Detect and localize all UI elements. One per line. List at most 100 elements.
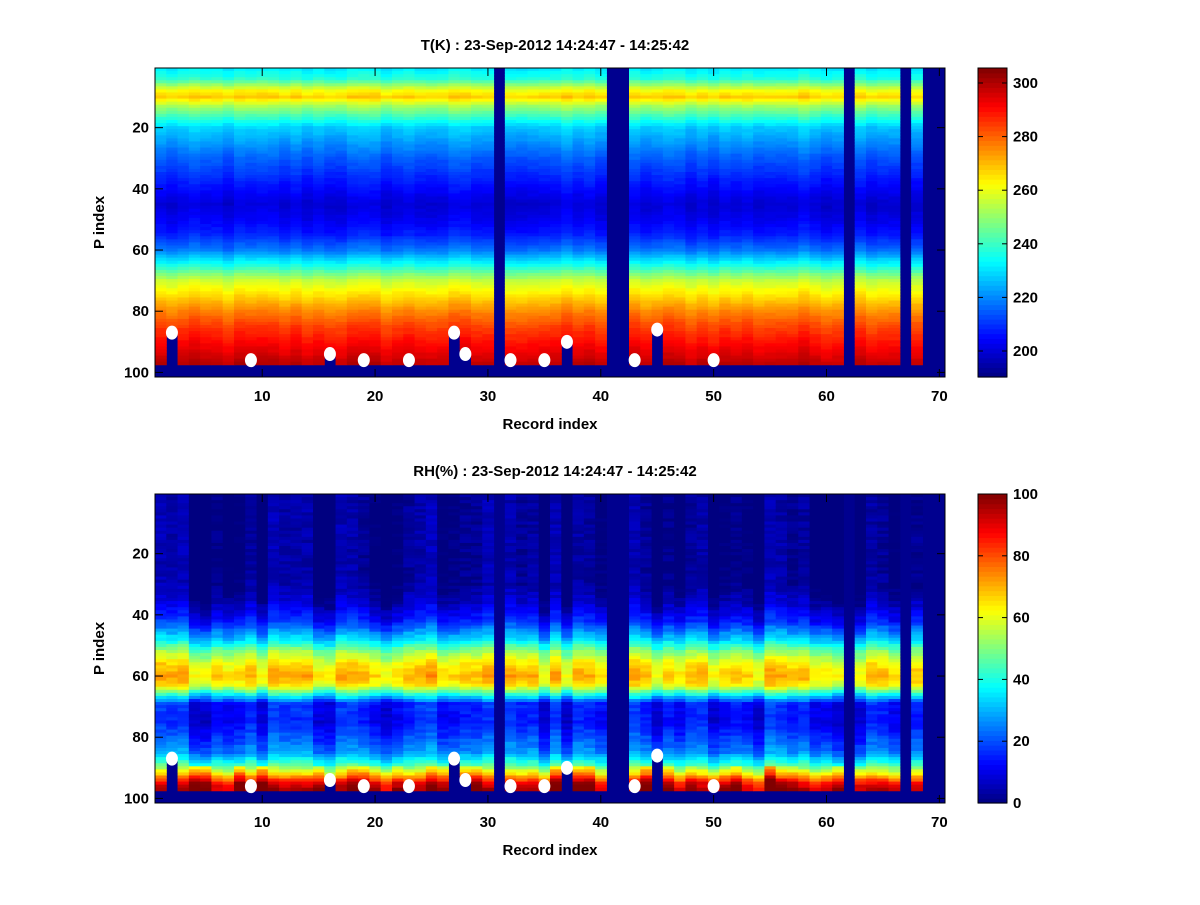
heatmap-cell (155, 285, 167, 289)
heatmap-cell (234, 162, 246, 167)
heatmap-cell (279, 129, 291, 133)
heatmap-cell (572, 324, 585, 329)
heatmap-cell (572, 172, 585, 176)
heatmap-cell (764, 263, 777, 268)
heatmap-cell (437, 340, 449, 344)
heatmap-cell (324, 300, 337, 305)
heatmap-cell (516, 147, 528, 152)
heatmap-cell (629, 123, 641, 127)
heatmap-cell (651, 254, 664, 259)
heatmap-cell (290, 205, 303, 210)
heatmap-cell (324, 144, 337, 149)
heatmap-cell (595, 132, 607, 136)
heatmap-cell (550, 340, 562, 344)
heatmap-cell (640, 68, 653, 72)
heatmap-cell (313, 129, 325, 133)
heatmap-cell (177, 220, 190, 225)
heatmap-cell (290, 120, 303, 124)
heatmap-cell (448, 187, 461, 191)
heatmap-cell (290, 113, 303, 118)
heatmap-cell (301, 269, 314, 274)
heatmap-cell (459, 86, 472, 90)
heatmap-cell (471, 208, 483, 213)
heatmap-cell (538, 217, 551, 222)
heatmap-cell (662, 340, 675, 344)
heatmap-cell (674, 162, 686, 167)
heatmap-cell (380, 116, 393, 121)
heatmap-cell (437, 168, 449, 173)
heatmap-cell (730, 334, 743, 338)
heatmap-cell (392, 260, 404, 265)
heatmap-cell (516, 120, 528, 124)
heatmap-cell (640, 214, 653, 219)
heatmap-cell (753, 199, 765, 204)
heatmap-cell (177, 71, 190, 75)
heatmap-cell (708, 288, 720, 292)
heatmap-cell (200, 135, 212, 139)
heatmap-cell (211, 315, 224, 320)
heatmap-cell (256, 236, 269, 240)
heatmap-cell (290, 175, 303, 179)
heatmap-cell (403, 172, 416, 176)
heatmap-cell (335, 150, 348, 155)
heatmap-cell (392, 285, 404, 289)
heatmap-cell (301, 104, 314, 109)
heatmap-cell (369, 135, 382, 139)
heatmap-cell (719, 150, 732, 155)
heatmap-cell (324, 224, 337, 228)
heatmap-cell (177, 175, 190, 179)
heatmap-cell (719, 202, 732, 207)
heatmap-cell (640, 324, 653, 329)
heatmap-cell (764, 129, 777, 133)
heatmap-cell (719, 184, 732, 188)
heatmap-cell (651, 187, 664, 191)
heatmap-cell (504, 254, 517, 259)
heatmap-cell (538, 266, 551, 271)
heatmap-cell (516, 156, 528, 161)
heatmap-cell (392, 282, 404, 286)
heatmap-cell (662, 159, 675, 164)
heatmap-cell (369, 196, 382, 201)
heatmap-cell (437, 224, 449, 228)
heatmap-cell (696, 257, 709, 262)
heatmap-cell (211, 217, 224, 222)
heatmap-cell (696, 294, 709, 298)
heatmap-cell (279, 288, 291, 292)
heatmap-cell (550, 242, 562, 246)
heatmap-cell (527, 211, 540, 216)
heatmap-cell (324, 107, 337, 112)
heatmap-cell (279, 101, 291, 106)
heatmap-cell (471, 77, 483, 81)
heatmap-cell (640, 205, 653, 210)
heatmap-cell (674, 312, 686, 317)
heatmap-cell (651, 86, 664, 90)
heatmap-cell (324, 254, 337, 259)
heatmap-cell (448, 251, 461, 256)
heatmap-cell (155, 159, 167, 164)
heatmap-cell (504, 328, 517, 332)
heatmap-cell (324, 120, 337, 124)
heatmap-cell (629, 279, 641, 283)
heatmap-cell (369, 129, 382, 133)
heatmap-cell (482, 352, 495, 357)
heatmap-cell (764, 358, 777, 363)
heatmap-cell (200, 328, 212, 332)
heatmap-cell (279, 306, 291, 311)
heatmap-cell (482, 89, 495, 93)
heatmap-cell (324, 239, 337, 243)
heatmap-cell (211, 120, 224, 124)
heatmap-cell (188, 123, 201, 127)
heatmap-cell (369, 230, 382, 234)
heatmap-cell (685, 224, 698, 228)
heatmap-cell (459, 217, 472, 222)
heatmap-cell (234, 257, 246, 262)
heatmap-cell (708, 175, 720, 179)
heatmap-cell (708, 129, 720, 133)
heatmap-cell (662, 217, 675, 222)
heatmap-cell (267, 116, 280, 121)
heatmap-cell (403, 193, 416, 197)
heatmap-cell (290, 172, 303, 176)
heatmap-cell (222, 260, 235, 265)
heatmap-cell (640, 196, 653, 201)
heatmap-cell (335, 276, 348, 280)
